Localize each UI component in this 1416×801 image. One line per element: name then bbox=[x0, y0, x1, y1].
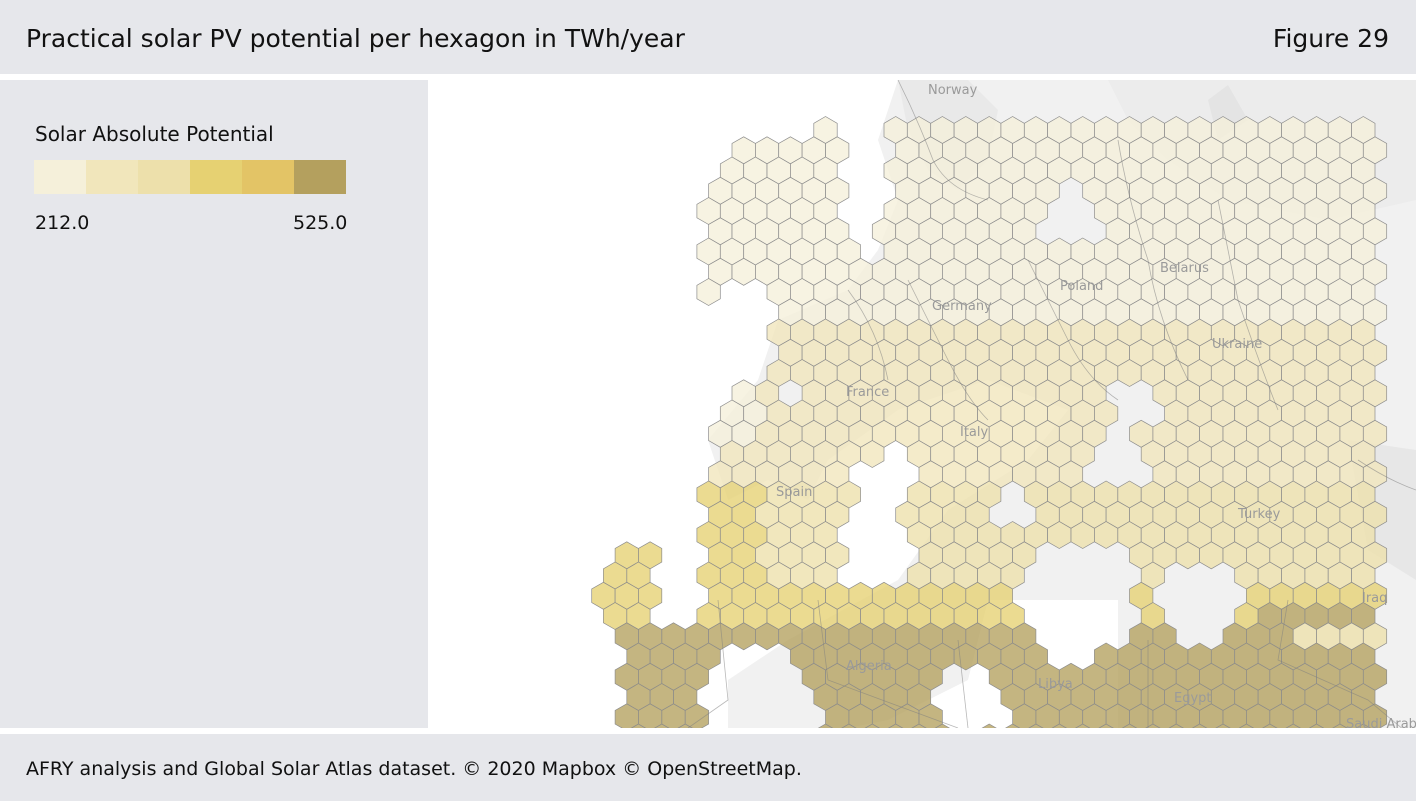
header: Practical solar PV potential per hexagon… bbox=[0, 0, 1416, 74]
label-norway: Norway bbox=[928, 83, 978, 98]
label-ukraine: Ukraine bbox=[1212, 337, 1262, 352]
legend-swatch bbox=[242, 160, 294, 194]
hexagon-cell[interactable] bbox=[1141, 723, 1164, 728]
map-panel[interactable]: Norway Poland Belarus Germany Ukraine Fr… bbox=[428, 80, 1416, 728]
hexagon-cell[interactable] bbox=[931, 723, 954, 728]
hexagon-map[interactable]: Norway Poland Belarus Germany Ukraine Fr… bbox=[428, 80, 1416, 728]
legend-panel: Solar Absolute Potential 212.0 525.0 bbox=[0, 80, 428, 728]
hexagon-cell[interactable] bbox=[1352, 723, 1375, 728]
hexagon-cell[interactable] bbox=[1258, 723, 1281, 728]
hexagon-cell[interactable] bbox=[861, 723, 884, 728]
source-note: AFRY analysis and Global Solar Atlas dat… bbox=[26, 758, 802, 780]
header-divider bbox=[0, 74, 1416, 80]
hexagon-cell[interactable] bbox=[650, 723, 673, 728]
legend-swatch bbox=[138, 160, 190, 194]
label-egypt: Egypt bbox=[1174, 691, 1212, 706]
legend-swatch bbox=[86, 160, 138, 194]
legend-swatch bbox=[294, 160, 346, 194]
footer-divider bbox=[0, 728, 1416, 734]
hexagon-cell[interactable] bbox=[1188, 723, 1211, 728]
label-iraq: Iraq bbox=[1362, 591, 1387, 606]
hexagon-cell[interactable] bbox=[814, 723, 837, 728]
footer: AFRY analysis and Global Solar Atlas dat… bbox=[0, 734, 1416, 801]
figure-number: Figure 29 bbox=[1272, 24, 1389, 53]
label-algeria: Algeria bbox=[846, 659, 892, 674]
hexagon-cell[interactable] bbox=[1048, 723, 1071, 728]
hexagon-cell[interactable] bbox=[674, 723, 697, 728]
hexagon-cell[interactable] bbox=[696, 278, 721, 306]
hexagon-cell[interactable] bbox=[884, 723, 907, 728]
page-title: Practical solar PV potential per hexagon… bbox=[26, 24, 685, 53]
label-libya: Libya bbox=[1038, 677, 1073, 692]
hexagon-cell[interactable] bbox=[907, 723, 930, 728]
hexagon-cell[interactable] bbox=[627, 723, 650, 728]
hexagon-cell[interactable] bbox=[1001, 723, 1024, 728]
hexagon-cell[interactable] bbox=[978, 723, 1001, 728]
hexagon-cell[interactable] bbox=[1235, 723, 1258, 728]
label-saudi-arabia: Saudi Arab bbox=[1346, 717, 1416, 728]
label-spain: Spain bbox=[776, 485, 812, 500]
hexagon-cell[interactable] bbox=[1024, 723, 1047, 728]
label-germany: Germany bbox=[932, 299, 992, 314]
label-france: France bbox=[846, 385, 889, 400]
legend-max-label: 525.0 bbox=[293, 212, 348, 234]
map-labels: Norway Poland Belarus Germany Ukraine Fr… bbox=[776, 83, 1416, 728]
hexagon-cell[interactable] bbox=[1071, 723, 1094, 728]
hexagon-cell[interactable] bbox=[1165, 723, 1188, 728]
hexagon-cell[interactable] bbox=[1282, 723, 1305, 728]
hexagon-cell[interactable] bbox=[1305, 723, 1328, 728]
hexagon-cell[interactable] bbox=[1211, 723, 1234, 728]
legend-min-label: 212.0 bbox=[35, 212, 90, 234]
label-belarus: Belarus bbox=[1160, 261, 1209, 276]
legend-color-ramp bbox=[34, 160, 346, 194]
label-turkey: Turkey bbox=[1237, 507, 1281, 522]
hexagon-cell[interactable] bbox=[1328, 723, 1351, 728]
hexagon-cell[interactable] bbox=[1094, 723, 1117, 728]
legend-swatch bbox=[190, 160, 242, 194]
legend-title: Solar Absolute Potential bbox=[35, 122, 274, 146]
legend-swatch bbox=[34, 160, 86, 194]
hexagon-cell[interactable] bbox=[1118, 723, 1141, 728]
label-italy: Italy bbox=[960, 425, 989, 440]
hexagon-cell[interactable] bbox=[860, 440, 885, 468]
hexagon-layer[interactable] bbox=[591, 116, 1388, 729]
label-poland: Poland bbox=[1060, 279, 1103, 294]
country-borders bbox=[687, 80, 1416, 728]
hexagon-cell[interactable] bbox=[837, 723, 860, 728]
